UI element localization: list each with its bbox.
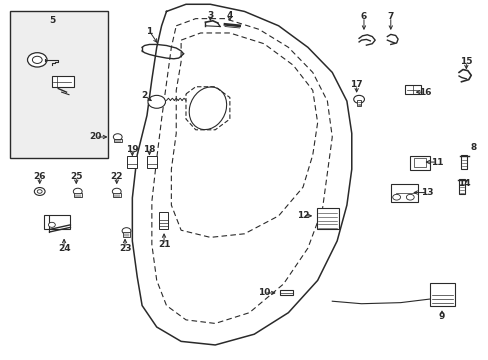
Bar [43,215,70,229]
Bar [74,193,81,197]
Bar [10,12,108,158]
Text: 23: 23 [119,244,131,253]
Circle shape [48,222,55,227]
Text: 19: 19 [126,145,139,154]
Text: 21: 21 [158,240,170,249]
Text: 18: 18 [143,145,155,154]
Text: 25: 25 [70,172,82,181]
Bar [159,212,167,229]
Text: 10: 10 [257,288,270,297]
Bar [429,283,454,306]
Bar [279,290,293,296]
Bar [458,179,464,194]
Text: 24: 24 [58,244,70,253]
Bar [114,139,122,142]
Text: 20: 20 [89,132,102,141]
Bar [316,208,338,229]
Text: 1: 1 [146,27,152,36]
Bar [390,184,417,202]
Circle shape [112,188,121,195]
Text: 13: 13 [420,188,433,197]
Text: 22: 22 [110,172,123,181]
Text: 6: 6 [360,12,366,21]
Text: 8: 8 [469,143,476,152]
Circle shape [392,194,400,200]
Circle shape [27,53,47,67]
Text: 17: 17 [349,81,362,90]
Circle shape [113,134,122,140]
Bar [413,158,425,167]
Bar [461,155,467,169]
Text: 14: 14 [457,179,469,188]
Bar [113,193,121,197]
Bar [52,76,74,87]
Text: 15: 15 [459,57,471,66]
Bar [127,156,137,168]
Circle shape [406,194,413,200]
Bar [405,85,420,94]
Bar [122,232,130,237]
Circle shape [32,56,42,63]
Text: 16: 16 [418,87,430,96]
Text: 7: 7 [387,12,393,21]
Circle shape [37,190,42,193]
Text: 4: 4 [226,10,233,19]
Text: 11: 11 [430,158,443,167]
Circle shape [73,188,82,195]
Circle shape [353,95,364,103]
Text: 5: 5 [49,16,55,25]
Text: 9: 9 [438,312,444,321]
Circle shape [34,188,45,195]
Circle shape [122,228,131,234]
Text: 3: 3 [207,10,213,19]
Text: 12: 12 [296,211,308,220]
Circle shape [148,95,165,108]
Bar [147,156,157,168]
Text: 26: 26 [33,172,46,181]
Bar [356,100,360,106]
Text: 2: 2 [141,91,147,100]
Bar [409,156,429,170]
